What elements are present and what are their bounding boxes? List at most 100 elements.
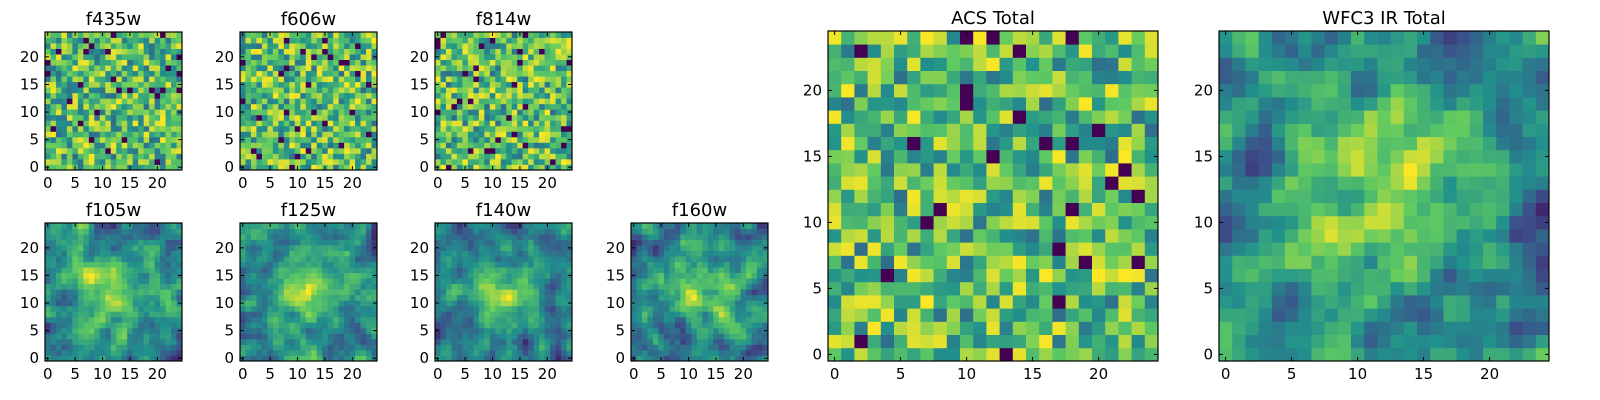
heatmap-cell <box>1118 321 1132 335</box>
heatmap-cell <box>718 283 725 290</box>
heatmap-cell <box>261 250 268 257</box>
heatmap-cell <box>50 300 57 307</box>
heatmap-cell <box>467 153 474 160</box>
heatmap-cell <box>669 256 676 263</box>
heatmap-cell <box>338 289 345 296</box>
heatmap-cell <box>371 32 378 38</box>
heatmap-cell <box>245 43 252 49</box>
heatmap-cell <box>245 136 252 143</box>
heatmap-cell <box>986 347 1000 362</box>
heatmap-cell <box>456 125 463 132</box>
heatmap-cell <box>88 256 95 263</box>
heatmap-cell <box>138 131 145 138</box>
heatmap-cell <box>550 158 556 165</box>
heatmap-cell <box>550 234 556 240</box>
heatmap-cell <box>440 267 447 274</box>
heatmap-cell <box>484 125 491 132</box>
heatmap-cell <box>250 48 257 55</box>
heatmap-cell <box>366 305 372 312</box>
heatmap-cell <box>240 92 246 99</box>
heatmap-cell <box>751 250 758 257</box>
heatmap-cell <box>696 316 703 323</box>
heatmap-cell <box>278 147 285 154</box>
heatmap-cell <box>854 176 868 190</box>
heatmap-cell <box>77 316 84 323</box>
heatmap-cell <box>240 234 246 240</box>
heatmap-cell <box>854 229 868 243</box>
heatmap-cell <box>462 261 469 268</box>
heatmap-cell <box>729 283 736 290</box>
heatmap-cell <box>311 37 318 44</box>
heatmap-cell <box>669 349 676 356</box>
heatmap-cell <box>143 316 150 323</box>
heatmap-cell <box>154 54 161 60</box>
heatmap-cell <box>999 321 1014 335</box>
heatmap-cell <box>165 114 172 121</box>
heatmap-cell <box>555 103 562 110</box>
heatmap-cell <box>462 245 469 251</box>
heatmap-cell <box>105 223 112 229</box>
heatmap-cell <box>272 65 279 72</box>
heatmap-cell <box>66 131 73 138</box>
heatmap-cell <box>344 267 350 274</box>
heatmap-cell <box>338 32 345 38</box>
heatmap-cell <box>143 349 150 356</box>
heatmap-cell <box>907 189 921 203</box>
heatmap-cell <box>636 234 643 240</box>
heatmap-cell <box>138 48 145 55</box>
heatmap-cell <box>88 245 95 251</box>
heatmap-cell <box>261 98 268 105</box>
heatmap-cell <box>506 131 513 138</box>
heatmap-cell <box>960 255 974 269</box>
heatmap-cell <box>371 333 378 340</box>
heatmap-cell <box>289 92 296 99</box>
heatmap-cell <box>333 109 340 116</box>
heatmap-cell <box>462 147 469 154</box>
heatmap-cell <box>94 355 101 362</box>
heatmap-cell <box>121 103 128 110</box>
heatmap-cell <box>105 59 112 66</box>
heatmap-cell <box>261 70 268 77</box>
heatmap-cell <box>240 294 246 301</box>
heatmap-cell <box>489 300 496 307</box>
heatmap-cell <box>327 103 334 110</box>
heatmap-cell <box>333 228 340 235</box>
heatmap-cell <box>154 81 161 88</box>
heatmap-cell <box>517 267 524 274</box>
heatmap-cell <box>647 305 654 312</box>
heatmap-cell <box>528 267 535 274</box>
heatmap-cell <box>360 87 367 94</box>
heatmap-cell <box>511 311 518 318</box>
heatmap-cell <box>1105 334 1119 349</box>
heatmap-cell <box>641 250 648 257</box>
x-tick-label: 15 <box>120 365 139 383</box>
heatmap-cell <box>544 59 551 66</box>
heatmap-cell <box>473 37 480 44</box>
heatmap-cell <box>566 261 573 268</box>
heatmap-cell <box>647 223 654 229</box>
heatmap-cell <box>250 120 257 127</box>
heatmap-cell <box>132 294 139 301</box>
heatmap-cell <box>522 164 529 171</box>
y-tick-label: 5 <box>615 322 625 340</box>
heatmap-cell <box>88 349 95 356</box>
heatmap-cell <box>256 48 263 55</box>
heatmap-cell <box>724 316 731 323</box>
heatmap-cell <box>674 294 681 301</box>
heatmap-cell <box>344 120 350 127</box>
heatmap-cell <box>506 76 513 83</box>
heatmap-cell <box>1052 242 1066 256</box>
heatmap-cell <box>500 300 507 307</box>
heatmap-cell <box>718 250 725 257</box>
heatmap-cell <box>658 272 665 279</box>
heatmap-cell <box>45 333 51 340</box>
heatmap-cell <box>105 289 112 296</box>
heatmap-cell <box>561 228 567 235</box>
heatmap-cell <box>511 76 518 83</box>
heatmap-cell <box>841 215 855 230</box>
heatmap-cell <box>66 59 73 66</box>
heatmap-cell <box>462 54 469 60</box>
heatmap-cell <box>278 109 285 116</box>
heatmap-cell <box>349 59 356 66</box>
heatmap-cell <box>77 267 84 274</box>
